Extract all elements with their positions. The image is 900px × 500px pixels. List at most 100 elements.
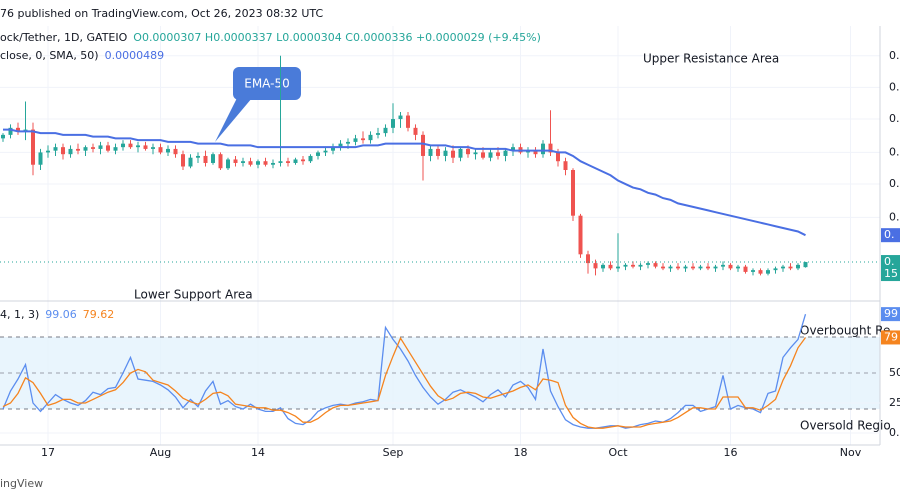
candle-body: [143, 145, 148, 149]
candle-body: [436, 148, 440, 156]
candle-body: [503, 150, 508, 156]
candle-body: [158, 147, 163, 153]
value-badge-text: 99: [884, 307, 898, 320]
candle-body: [256, 161, 260, 165]
candle-body: [353, 138, 358, 142]
candle-body: [211, 154, 215, 163]
candle-body: [398, 115, 403, 120]
candle-body: [233, 159, 238, 163]
x-tick-label: Nov: [840, 446, 862, 459]
candle-body: [721, 264, 725, 267]
ma-name: close, 0, SMA, 50): [0, 49, 99, 62]
candle-body: [76, 148, 80, 151]
y-tick-label: 0.: [889, 145, 900, 158]
candle-body: [638, 264, 643, 267]
candle-body: [631, 264, 635, 267]
candle-body: [473, 152, 478, 155]
band-label: Overbought Re: [800, 324, 890, 338]
candle-body: [68, 148, 73, 155]
candle-body: [556, 152, 560, 162]
candle-body: [796, 264, 800, 269]
value-badge: [881, 307, 900, 322]
x-tick-label: 18: [514, 446, 528, 459]
candle-body: [548, 143, 553, 153]
value-badge: [881, 330, 900, 345]
candle-body: [361, 138, 365, 141]
candle-body: [646, 263, 650, 265]
x-tick-label: Oct: [608, 446, 628, 459]
candle-body: [61, 147, 65, 155]
candle-body: [308, 155, 313, 162]
candle-body: [533, 150, 538, 155]
candle-body: [331, 147, 335, 151]
candle-body: [406, 115, 410, 128]
candle-body: [578, 215, 583, 255]
candle-body: [683, 266, 688, 269]
price-badge: [881, 255, 900, 282]
oscillator-line: [2, 313, 807, 429]
candle-body: [83, 147, 88, 151]
ma-line: [3, 128, 806, 237]
candle-body: [616, 266, 620, 269]
x-tick-label: Aug: [150, 446, 171, 459]
ma-legend: close, 0, SMA, 50) 0.0000489: [0, 49, 164, 62]
candle-body: [698, 266, 703, 269]
published: 76 published on TradingView.com, Oct 26,…: [0, 7, 323, 20]
candle-body: [773, 268, 778, 271]
candle-body: [151, 147, 155, 149]
y-tick-label: 0.: [889, 210, 900, 223]
band-label: Oversold Regio: [800, 419, 891, 433]
candle-body: [173, 148, 178, 155]
candle-body: [623, 264, 628, 267]
candle-body: [263, 161, 268, 165]
candle-body: [451, 150, 455, 158]
candle-body: [368, 134, 373, 141]
candle-body: [781, 266, 785, 269]
y-tick-label: 0.: [889, 426, 900, 439]
candle-body: [608, 264, 613, 269]
x-tick-label: 17: [41, 446, 55, 459]
candle-body: [181, 154, 185, 167]
y-tick-label: 50: [889, 366, 900, 379]
candle-body: [248, 161, 253, 165]
candle-body: [8, 127, 13, 135]
candle-body: [301, 159, 305, 162]
y-tick-label: 0.: [889, 80, 900, 93]
candle-body: [391, 119, 395, 128]
candle-body: [803, 262, 808, 268]
candle-body: [1, 134, 5, 139]
candle-body: [218, 154, 223, 169]
candle-body: [316, 152, 320, 156]
candle-body: [511, 147, 515, 151]
oscillator-line: [2, 336, 807, 429]
candle-body: [346, 141, 350, 144]
callout-pointer: [215, 92, 252, 142]
timer-badge-text: 15: [884, 267, 898, 280]
candle-body: [293, 159, 298, 163]
symbol-name: ock/Tether, 1D, GATEIO: [0, 31, 128, 44]
candle-body: [563, 161, 568, 170]
candle-body: [271, 162, 275, 165]
candle-body: [653, 263, 658, 267]
candle-body: [743, 266, 748, 272]
x-tick-label: 14: [251, 446, 265, 459]
candle-body: [323, 150, 328, 153]
candle-body: [166, 148, 170, 153]
candle-body: [458, 148, 463, 158]
candle-body: [751, 270, 755, 272]
candle-body: [601, 264, 605, 269]
annotation: Upper Resistance Area: [643, 52, 779, 66]
ma-badge-text: 0.: [884, 228, 895, 241]
candle-body: [766, 270, 770, 274]
ma-badge: [881, 228, 900, 243]
candle-body: [338, 143, 343, 148]
candle-body: [188, 157, 193, 167]
candle-body: [98, 145, 103, 149]
candle-body: [713, 266, 718, 269]
annotation: Lower Support Area: [134, 288, 253, 302]
indicator-legend: 4, 1, 3) 99.06 79.62: [0, 308, 114, 321]
price-badge-text: 0.: [884, 255, 895, 268]
candle-body: [16, 127, 20, 132]
candle-body: [128, 143, 133, 148]
